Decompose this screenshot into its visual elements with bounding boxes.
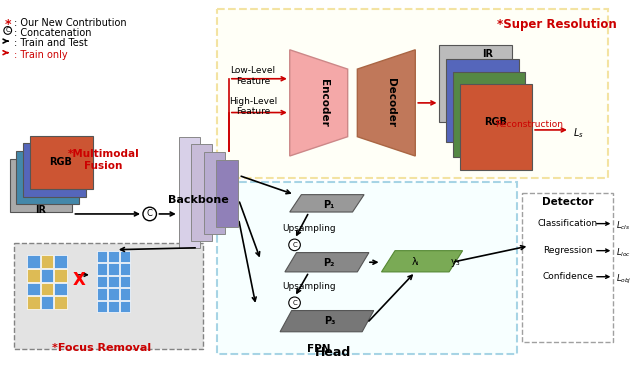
Polygon shape: [290, 194, 364, 212]
FancyBboxPatch shape: [216, 160, 237, 227]
FancyBboxPatch shape: [15, 243, 203, 349]
FancyBboxPatch shape: [30, 136, 93, 189]
Text: Confidence: Confidence: [542, 272, 593, 281]
FancyBboxPatch shape: [108, 251, 119, 262]
Circle shape: [289, 239, 300, 251]
FancyBboxPatch shape: [522, 193, 613, 342]
Text: P₂: P₂: [323, 258, 334, 268]
FancyBboxPatch shape: [108, 276, 119, 287]
FancyBboxPatch shape: [108, 263, 119, 275]
Text: Low-Level
Feature: Low-Level Feature: [230, 66, 276, 86]
Text: : Our New Contribution: : Our New Contribution: [15, 18, 127, 28]
FancyBboxPatch shape: [218, 182, 516, 354]
Text: Encoder: Encoder: [319, 79, 328, 127]
FancyBboxPatch shape: [27, 283, 40, 295]
Text: $L_{loc}$: $L_{loc}$: [616, 247, 631, 259]
Text: Detector: Detector: [542, 197, 594, 207]
FancyBboxPatch shape: [40, 283, 53, 295]
Text: IR: IR: [35, 205, 46, 215]
Text: : Train and Test: : Train and Test: [15, 38, 88, 48]
Text: Regression: Regression: [543, 246, 593, 255]
Text: P₃: P₃: [324, 316, 336, 326]
Text: $L_{cls}$: $L_{cls}$: [616, 220, 630, 232]
Text: X: X: [73, 271, 86, 289]
FancyBboxPatch shape: [54, 283, 67, 295]
Polygon shape: [285, 253, 369, 272]
Text: P₁: P₁: [323, 200, 334, 210]
FancyBboxPatch shape: [97, 251, 108, 262]
Text: C: C: [292, 300, 297, 306]
FancyBboxPatch shape: [460, 83, 532, 170]
Text: *: *: [5, 18, 12, 31]
Polygon shape: [290, 50, 348, 156]
FancyBboxPatch shape: [17, 151, 79, 204]
FancyBboxPatch shape: [97, 263, 108, 275]
FancyBboxPatch shape: [40, 269, 53, 282]
Text: IR: IR: [482, 49, 493, 59]
FancyBboxPatch shape: [10, 159, 72, 212]
FancyBboxPatch shape: [40, 255, 53, 268]
Text: Upsampling: Upsampling: [282, 224, 336, 232]
Text: *Multimodal
Fusion: *Multimodal Fusion: [67, 149, 140, 171]
FancyBboxPatch shape: [120, 301, 131, 313]
FancyBboxPatch shape: [27, 255, 40, 268]
FancyBboxPatch shape: [204, 152, 225, 234]
Text: $L_s$: $L_s$: [573, 126, 584, 140]
FancyBboxPatch shape: [453, 72, 525, 157]
Text: C: C: [5, 27, 10, 34]
FancyBboxPatch shape: [97, 276, 108, 287]
FancyBboxPatch shape: [108, 288, 119, 300]
Circle shape: [143, 207, 156, 221]
FancyBboxPatch shape: [27, 296, 40, 308]
Text: Backbone: Backbone: [168, 194, 228, 205]
FancyBboxPatch shape: [446, 59, 518, 142]
FancyBboxPatch shape: [108, 301, 119, 313]
Text: High-Level
Feature: High-Level Feature: [229, 97, 277, 117]
FancyBboxPatch shape: [27, 269, 40, 282]
FancyBboxPatch shape: [191, 144, 212, 241]
Text: Head: Head: [315, 346, 351, 359]
Text: *Focus Removal: *Focus Removal: [52, 344, 151, 354]
Text: RGB: RGB: [484, 117, 507, 127]
Text: FPN: FPN: [307, 344, 330, 354]
FancyBboxPatch shape: [120, 251, 131, 262]
Text: y₃: y₃: [451, 258, 461, 268]
Text: $L_{obj}$: $L_{obj}$: [616, 273, 632, 286]
Polygon shape: [280, 311, 374, 332]
FancyBboxPatch shape: [179, 137, 200, 248]
Circle shape: [289, 297, 300, 308]
Text: : Concatenation: : Concatenation: [15, 28, 92, 38]
Polygon shape: [357, 50, 415, 156]
Text: Decoder: Decoder: [386, 78, 396, 127]
Text: λᵢ: λᵢ: [412, 258, 419, 268]
FancyBboxPatch shape: [218, 9, 609, 178]
FancyBboxPatch shape: [40, 296, 53, 308]
Polygon shape: [381, 251, 463, 272]
FancyBboxPatch shape: [120, 276, 131, 287]
FancyBboxPatch shape: [440, 45, 512, 122]
Text: Reconstruction: Reconstruction: [495, 120, 563, 129]
FancyBboxPatch shape: [120, 288, 131, 300]
FancyBboxPatch shape: [54, 269, 67, 282]
Text: C: C: [147, 210, 152, 218]
FancyBboxPatch shape: [97, 288, 108, 300]
FancyBboxPatch shape: [54, 255, 67, 268]
FancyBboxPatch shape: [97, 301, 108, 313]
Text: *Super Resolution: *Super Resolution: [497, 18, 617, 31]
Text: Upsampling: Upsampling: [282, 282, 336, 290]
FancyBboxPatch shape: [120, 263, 131, 275]
Text: : Train only: : Train only: [15, 50, 68, 60]
Text: C: C: [292, 242, 297, 248]
Text: Classification: Classification: [538, 219, 598, 228]
Circle shape: [4, 27, 12, 34]
FancyBboxPatch shape: [54, 296, 67, 308]
Text: RGB: RGB: [49, 157, 72, 167]
FancyBboxPatch shape: [23, 144, 86, 197]
